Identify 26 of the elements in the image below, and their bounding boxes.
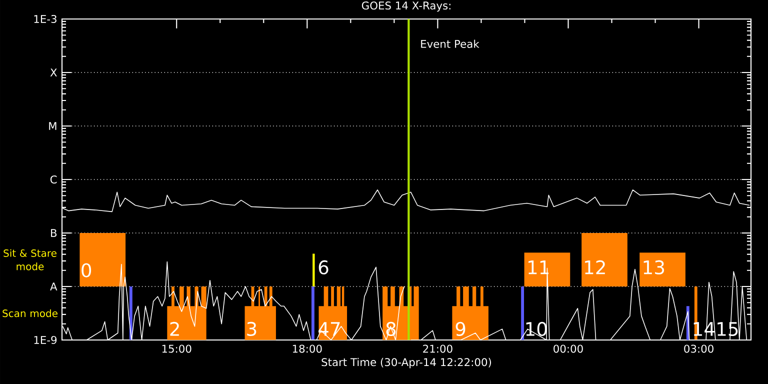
y-tick-label: B: [51, 229, 57, 237]
x-axis-title: Start Time (30-Apr-14 12:22:00): [322, 358, 492, 368]
y-tick-label: A: [50, 282, 58, 290]
annotation: 47: [318, 322, 340, 336]
annotation: 0: [82, 263, 92, 278]
ref-line-label: Event Peak: [421, 40, 480, 48]
text: Sit & Stare mode: [4, 249, 56, 270]
y-tick-label: M: [49, 122, 56, 130]
annotation: 11: [528, 260, 548, 274]
x-tick-label: 03:00: [684, 344, 714, 353]
annotation: 2: [170, 322, 179, 336]
annotation: 6: [318, 260, 328, 274]
y-tick-label: 1E-9: [34, 336, 57, 344]
y-tick-label: C: [50, 175, 57, 184]
x-tick-label: 18:00: [292, 344, 322, 353]
annotation: 9: [456, 322, 466, 336]
y-tick-label: 1E-3: [34, 14, 56, 24]
annotation: 3: [247, 322, 256, 336]
text: Scan mode: [2, 309, 58, 318]
y-tick-label: X: [50, 68, 57, 76]
x-tick-label: 15:00: [162, 344, 192, 353]
x-tick-label: 00:00: [554, 344, 583, 353]
chart-title: GOES 14 X-Rays:: [362, 1, 450, 12]
x-tick-label: 21:00: [423, 344, 452, 353]
annotation: 12: [585, 260, 605, 274]
annotation: 13: [644, 260, 664, 274]
